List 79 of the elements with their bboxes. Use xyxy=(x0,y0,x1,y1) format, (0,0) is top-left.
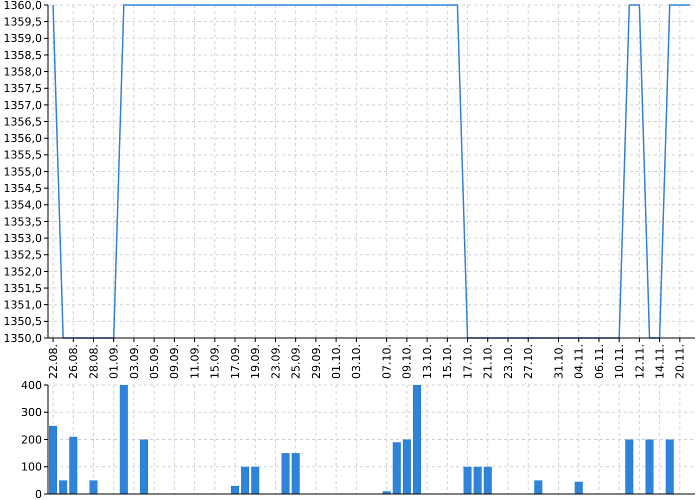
bar xyxy=(534,480,542,494)
bar xyxy=(241,466,250,494)
bar xyxy=(89,480,98,494)
x-tick-label: 28.08. xyxy=(87,344,100,379)
x-tick-label: 17.09. xyxy=(228,344,242,379)
bar xyxy=(140,440,148,494)
x-tick-label: 29.09. xyxy=(310,344,323,379)
y-tick-label: 1356,5 xyxy=(4,115,42,128)
x-tick-label: 04.11. xyxy=(572,344,586,379)
x-tick-label: 10.11. xyxy=(613,344,626,379)
y-tick-label: 1351,5 xyxy=(4,282,42,295)
bar xyxy=(49,426,58,494)
x-tick-label: 09.10. xyxy=(400,344,414,379)
y-tick-label: 1357,5 xyxy=(4,82,42,96)
y-tick-label: 1350,0 xyxy=(4,332,42,345)
bar xyxy=(120,385,128,494)
y-tick-label: 1354,0 xyxy=(4,198,42,212)
bar xyxy=(392,442,401,494)
x-tick-label: 21.10. xyxy=(482,344,495,379)
x-tick-label: 31.10. xyxy=(552,344,566,379)
x-tick-label: 11.09. xyxy=(188,344,202,379)
bar xyxy=(282,453,290,494)
x-tick-label: 03.10. xyxy=(350,344,364,379)
x-tick-label: 09.09. xyxy=(168,344,182,379)
y-tick-label: 1353,5 xyxy=(4,215,42,228)
bar xyxy=(402,440,411,494)
x-tick-label: 07.10. xyxy=(380,344,394,379)
bar xyxy=(251,466,260,494)
x-tick-label: 27.10. xyxy=(522,344,536,379)
bar xyxy=(463,466,472,494)
y-tick-label: 1351,0 xyxy=(4,298,42,312)
y-tick-label: 1359,0 xyxy=(4,32,42,46)
x-tick-label: 12.11. xyxy=(633,344,646,379)
bar xyxy=(625,440,634,494)
bar xyxy=(59,480,68,494)
bar xyxy=(574,482,583,494)
bar xyxy=(484,466,492,494)
x-tick-label: 22.08. xyxy=(46,344,60,379)
y-tick-label: 100 xyxy=(21,460,42,474)
bar xyxy=(666,440,674,494)
y-tick-label: 1352,5 xyxy=(4,248,42,262)
x-tick-label: 01.10. xyxy=(330,344,343,379)
y-tick-label: 1350,5 xyxy=(4,315,42,328)
bar xyxy=(645,440,654,494)
x-tick-label: 25.09. xyxy=(290,344,303,379)
x-tick-label: 20.11. xyxy=(674,344,687,379)
x-tick-label: 06.11. xyxy=(592,344,606,379)
y-tick-label: 1354,5 xyxy=(4,182,42,195)
y-tick-label: 1358,0 xyxy=(4,65,42,78)
x-tick-label: 03.09. xyxy=(128,344,141,379)
y-tick-label: 1357,0 xyxy=(4,98,42,112)
y-tick-label: 200 xyxy=(21,433,42,446)
x-tick-label: 23.10. xyxy=(502,344,515,379)
y-tick-label: 1355,5 xyxy=(4,148,42,162)
y-tick-label: 1353,0 xyxy=(4,232,42,245)
bar xyxy=(292,453,300,494)
y-tick-label: 1352,0 xyxy=(4,265,42,278)
x-tick-label: 13.10. xyxy=(420,344,434,379)
x-tick-label: 14.11. xyxy=(653,344,666,379)
y-tick-label: 1359,5 xyxy=(4,16,42,28)
x-tick-label: 19.09. xyxy=(249,344,262,379)
x-tick-label: 05.09. xyxy=(148,344,161,379)
y-tick-label: 1360,0 xyxy=(4,0,42,12)
y-tick-label: 1356,0 xyxy=(4,132,42,146)
y-tick-label: 1358,5 xyxy=(4,48,42,62)
bar xyxy=(230,486,240,494)
y-tick-label: 0 xyxy=(35,488,42,500)
y-tick-label: 400 xyxy=(21,378,42,392)
x-tick-label: 15.10. xyxy=(441,344,454,379)
y-tick-label: 1355,0 xyxy=(4,165,42,178)
x-tick-label: 17.10. xyxy=(461,344,474,379)
bar xyxy=(474,466,482,494)
x-tick-label: 15.09. xyxy=(208,344,222,379)
x-tick-label: 26.08. xyxy=(67,344,80,379)
x-tick-label: 01.09. xyxy=(108,344,121,379)
bar xyxy=(412,385,422,494)
x-tick-label: 23.09. xyxy=(269,344,282,379)
y-tick-label: 300 xyxy=(21,406,42,420)
bar xyxy=(69,436,78,494)
